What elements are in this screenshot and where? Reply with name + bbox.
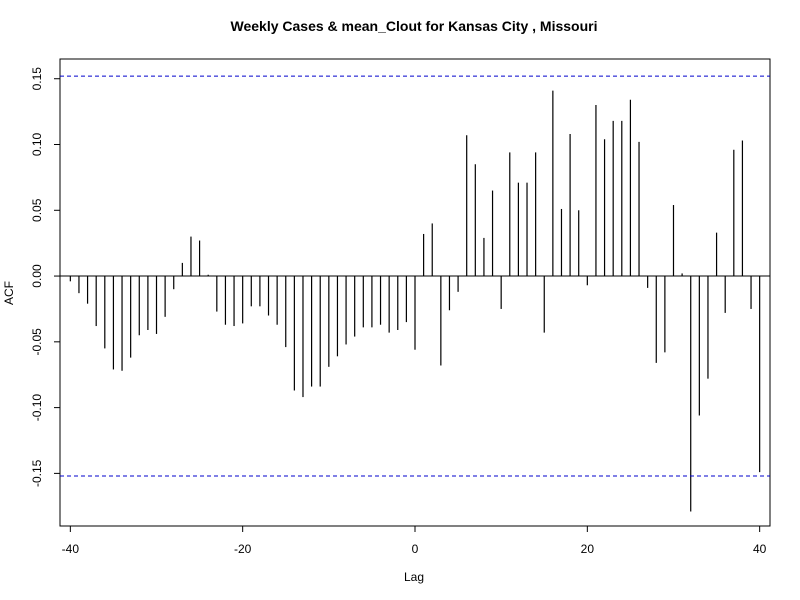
y-tick-label: 0.05 — [30, 198, 44, 222]
y-tick-label: 0.00 — [30, 264, 44, 288]
confidence-bounds — [60, 75, 770, 477]
y-axis: -0.15 -0.10 -0.05 0.00 0.05 0.10 0.15 — [30, 67, 60, 487]
y-tick-label: -0.10 — [30, 394, 44, 422]
x-tick-label: -40 — [62, 542, 80, 556]
x-tick-label: 40 — [753, 542, 767, 556]
y-tick-label: 0.10 — [30, 133, 44, 157]
x-axis-label: Lag — [404, 570, 424, 584]
y-tick-label: -0.05 — [30, 328, 44, 356]
chart-title: Weekly Cases & mean_Clout for Kansas Cit… — [231, 18, 598, 34]
y-axis-label: ACF — [2, 281, 16, 305]
y-tick-label: -0.15 — [30, 459, 44, 487]
x-tick-label: -20 — [234, 542, 252, 556]
x-axis: -40 -20 0 20 40 — [62, 526, 767, 556]
x-tick-label: 20 — [581, 542, 595, 556]
y-tick-label: 0.15 — [30, 67, 44, 91]
acf-bars — [60, 90, 770, 512]
x-tick-label: 0 — [412, 542, 419, 556]
